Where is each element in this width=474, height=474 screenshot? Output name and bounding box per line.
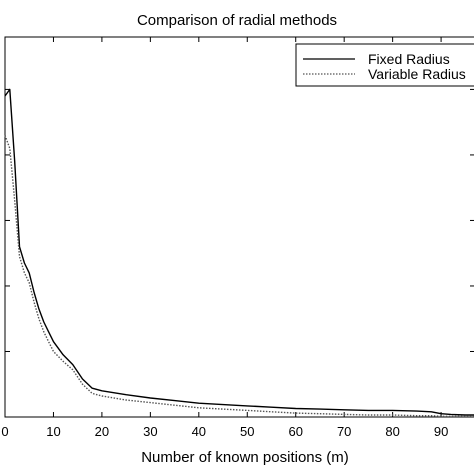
x-tick-label: 10	[46, 424, 60, 439]
legend-label-variable-radius: Variable Radius	[368, 66, 466, 82]
x-tick-label: 60	[288, 424, 302, 439]
legend: Fixed Radius Variable Radius	[295, 43, 474, 87]
x-tick-label: 30	[143, 424, 157, 439]
legend-label-fixed-radius: Fixed Radius	[368, 51, 450, 67]
x-tick-label: 90	[434, 424, 448, 439]
x-tick-label: 40	[192, 424, 206, 439]
series-line-variable-radius	[4, 135, 474, 417]
series-line-fixed-radius	[4, 88, 474, 416]
chart-title: Comparison of radial methods	[137, 12, 337, 29]
x-axis-ticks: 0 10 20 30 40 50 60 70 80 90	[1, 37, 448, 439]
x-tick-label: 50	[240, 424, 254, 439]
x-tick-label: 80	[385, 424, 399, 439]
x-axis-label: Number of known positions (m)	[141, 449, 349, 466]
x-tick-label: 70	[337, 424, 351, 439]
series-layer	[4, 88, 474, 417]
x-tick-label: 0	[1, 424, 8, 439]
x-tick-label: 20	[95, 424, 109, 439]
plot-area	[4, 36, 474, 418]
legend-box	[295, 43, 474, 87]
